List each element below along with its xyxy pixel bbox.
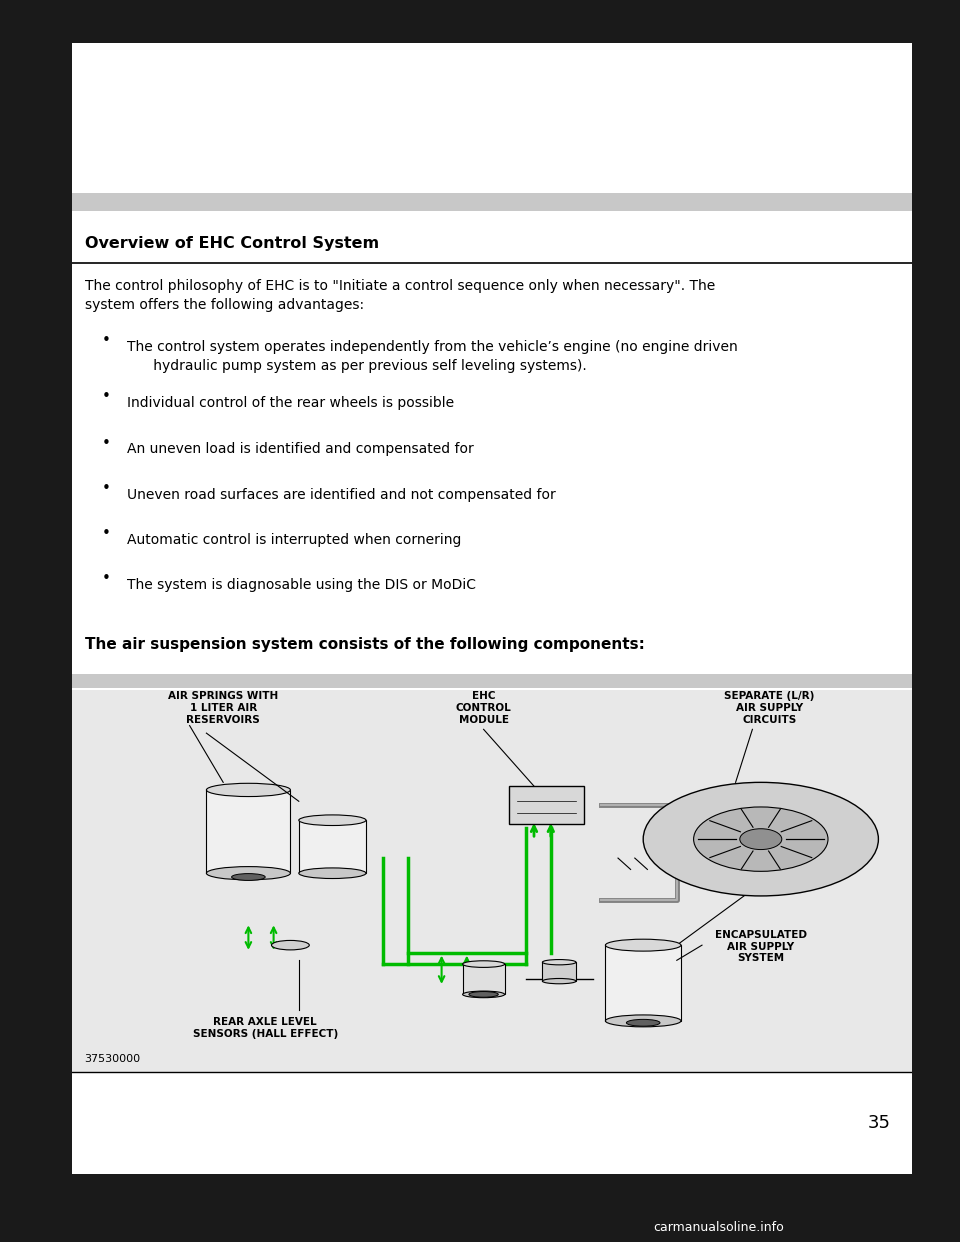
Text: The air suspension system consists of the following components:: The air suspension system consists of th…	[84, 637, 644, 652]
Bar	[463, 964, 505, 995]
Bar	[72, 43, 912, 190]
Ellipse shape	[231, 873, 265, 881]
Ellipse shape	[627, 1020, 660, 1026]
Text: The system is diagnosable using the DIS or MoDiC: The system is diagnosable using the DIS …	[127, 578, 475, 592]
Ellipse shape	[542, 960, 576, 965]
Ellipse shape	[206, 867, 290, 879]
Text: •: •	[102, 333, 110, 348]
Text: An uneven load is identified and compensated for: An uneven load is identified and compens…	[127, 442, 473, 457]
Bar	[299, 820, 366, 873]
Bar	[72, 193, 912, 211]
Ellipse shape	[206, 784, 290, 796]
Text: The control system operates independently from the vehicle’s engine (no engine d: The control system operates independentl…	[127, 339, 737, 373]
Bar	[206, 790, 290, 873]
Text: carmanualsoline.info: carmanualsoline.info	[653, 1221, 783, 1233]
Text: EHC
CONTROL
MODULE: EHC CONTROL MODULE	[456, 692, 512, 724]
Text: •: •	[102, 436, 110, 451]
Text: 35: 35	[868, 1114, 891, 1131]
Text: REAR AXLE LEVEL
SENSORS (HALL EFFECT): REAR AXLE LEVEL SENSORS (HALL EFFECT)	[193, 1017, 338, 1038]
Ellipse shape	[299, 815, 366, 826]
Text: •: •	[102, 527, 110, 542]
Bar	[606, 945, 681, 1021]
FancyBboxPatch shape	[509, 786, 585, 823]
Text: •: •	[102, 571, 110, 586]
Text: AIR SPRINGS WITH
1 LITER AIR
RESERVOIRS: AIR SPRINGS WITH 1 LITER AIR RESERVOIRS	[168, 692, 278, 724]
Ellipse shape	[463, 961, 505, 968]
Ellipse shape	[299, 868, 366, 878]
Bar	[542, 963, 576, 981]
Ellipse shape	[606, 1015, 681, 1027]
Ellipse shape	[693, 807, 828, 872]
Bar	[72, 225, 912, 263]
Bar	[72, 1072, 912, 1174]
Text: •: •	[102, 389, 110, 405]
Text: Automatic control is interrupted when cornering: Automatic control is interrupted when co…	[127, 533, 461, 546]
Ellipse shape	[542, 979, 576, 984]
Text: Overview of EHC Control System: Overview of EHC Control System	[84, 236, 379, 251]
Ellipse shape	[606, 939, 681, 951]
Text: ENCAPSULATED
AIR SUPPLY
SYSTEM: ENCAPSULATED AIR SUPPLY SYSTEM	[715, 930, 806, 964]
Ellipse shape	[468, 991, 498, 997]
Bar	[72, 674, 912, 688]
Ellipse shape	[272, 940, 309, 950]
Text: •: •	[102, 481, 110, 496]
Text: Individual control of the rear wheels is possible: Individual control of the rear wheels is…	[127, 396, 454, 410]
Text: Uneven road surfaces are identified and not compensated for: Uneven road surfaces are identified and …	[127, 488, 555, 502]
Bar	[72, 691, 912, 1072]
Text: The control philosophy of EHC is to "Initiate a control sequence only when neces: The control philosophy of EHC is to "Ini…	[84, 278, 715, 312]
Ellipse shape	[740, 828, 781, 850]
Ellipse shape	[643, 782, 878, 895]
Ellipse shape	[463, 991, 505, 997]
Text: SEPARATE (L/R)
AIR SUPPLY
CIRCUITS: SEPARATE (L/R) AIR SUPPLY CIRCUITS	[724, 692, 814, 724]
Text: 37530000: 37530000	[84, 1054, 141, 1064]
